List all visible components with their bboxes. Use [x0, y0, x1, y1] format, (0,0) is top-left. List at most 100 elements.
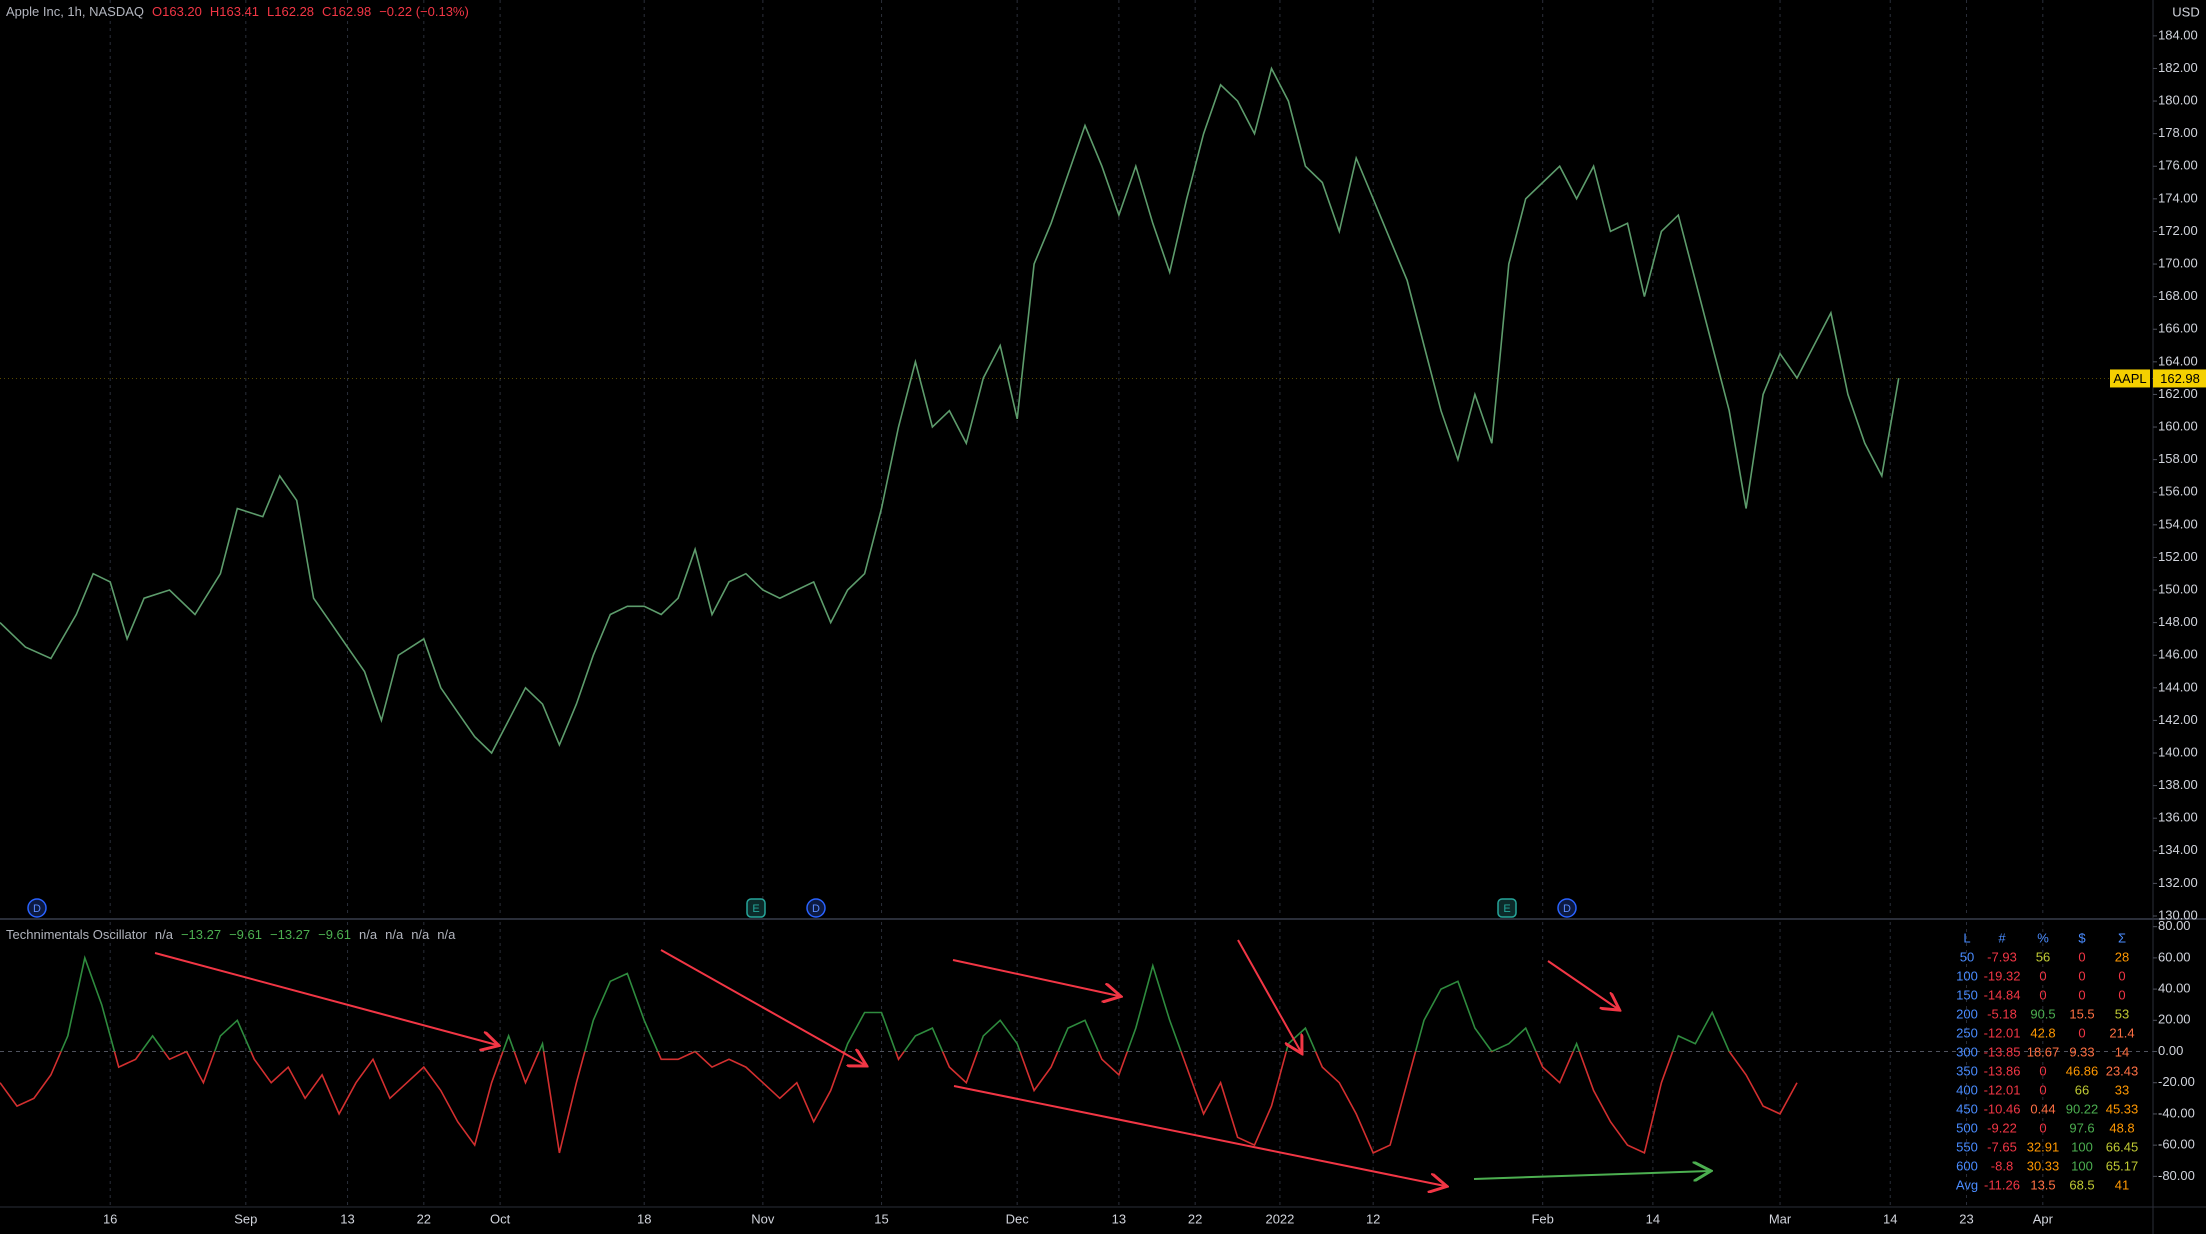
event-label: D: [1563, 903, 1571, 915]
x-tick-label: 22: [1188, 1211, 1202, 1226]
osc-value: −9.61: [229, 927, 262, 942]
table-cell: 33: [2115, 1082, 2129, 1097]
table-cell: 600: [1956, 1158, 1978, 1173]
symbol-label: AAPL: [2113, 371, 2146, 386]
y-tick-label: 134.00: [2158, 842, 2198, 857]
earnings-marker[interactable]: [746, 898, 766, 918]
table-cell: 45.33: [2106, 1101, 2139, 1116]
x-tick-label: Apr: [2033, 1211, 2054, 1226]
earnings-marker[interactable]: [1497, 898, 1517, 918]
table-cell: 400: [1956, 1082, 1978, 1097]
y-tick-label: 184.00: [2158, 27, 2198, 42]
x-tick-label: 14: [1646, 1211, 1660, 1226]
y-tick-label: -40.00: [2158, 1105, 2195, 1120]
y-tick-label: 146.00: [2158, 647, 2198, 662]
table-cell: 97.6: [2069, 1120, 2094, 1135]
table-cell: 550: [1956, 1139, 1978, 1154]
y-tick-label: 182.00: [2158, 60, 2198, 75]
table-cell: 0: [2078, 968, 2085, 983]
table-cell: -12.01: [1984, 1025, 2021, 1040]
price-line: [0, 66, 1900, 755]
event-label: E: [1503, 903, 1510, 915]
x-tick-label: Sep: [234, 1211, 257, 1226]
x-tick-label: 14: [1883, 1211, 1897, 1226]
x-tick-label: 22: [417, 1211, 431, 1226]
symbol-title: Apple Inc, 1h, NASDAQ: [6, 4, 144, 19]
table-cell: 0: [2039, 1120, 2046, 1135]
table-cell: 48.8: [2109, 1120, 2134, 1135]
dividend-marker[interactable]: [27, 898, 47, 918]
osc-value: −13.27: [181, 927, 221, 942]
table-cell: -10.46: [1984, 1101, 2021, 1116]
y-tick-label: 138.00: [2158, 777, 2198, 792]
table-cell: 200: [1956, 1006, 1978, 1021]
quote: L162.28: [267, 4, 314, 19]
table-cell: -13.85: [1984, 1044, 2021, 1059]
header: Apple Inc, 1h, NASDAQ O163.20 H163.41 L162.…: [6, 4, 469, 19]
trend-arrow: [660, 949, 865, 1065]
y-tick-label: 180.00: [2158, 92, 2198, 107]
table-cell: -9.22: [1987, 1120, 2017, 1135]
x-tick-label: Nov: [751, 1211, 775, 1226]
table-cell: 500: [1956, 1120, 1978, 1135]
table-header: #: [1998, 930, 2006, 945]
table-cell: -13.86: [1984, 1063, 2021, 1078]
table-cell: 68.5: [2069, 1177, 2094, 1192]
osc-value: n/a: [155, 927, 174, 942]
table-cell: 56: [2036, 949, 2050, 964]
table-cell: 23.43: [2106, 1063, 2139, 1078]
table-header: $: [2078, 930, 2086, 945]
y-tick-label: 136.00: [2158, 810, 2198, 825]
event-label: D: [812, 903, 820, 915]
y-tick-label: -80.00: [2158, 1168, 2195, 1183]
y-tick-label: 142.00: [2158, 712, 2198, 727]
y-tick-label: 166.00: [2158, 321, 2198, 336]
osc-value: n/a: [411, 927, 430, 942]
table-cell: -19.32: [1984, 968, 2021, 983]
table-cell: 9.33: [2069, 1044, 2094, 1059]
osc-value: n/a: [359, 927, 378, 942]
y-tick-label: 130.00: [2158, 907, 2198, 922]
table-cell: 90.5: [2030, 1006, 2055, 1021]
table-cell: 0: [2039, 987, 2046, 1002]
y-tick-label: 40.00: [2158, 981, 2191, 996]
grid: [0, 0, 2153, 1206]
y-tick-label: 132.00: [2158, 875, 2198, 890]
symbol-tag: [2110, 369, 2150, 388]
table-cell: 90.22: [2066, 1101, 2099, 1116]
x-tick-label: Dec: [1006, 1211, 1030, 1226]
osc-legend: Technimentals Oscillator n/a −13.27 −9.61 −1…: [6, 927, 456, 942]
table-cell: 15.5: [2069, 1006, 2094, 1021]
x-tick-label: Oct: [490, 1211, 511, 1226]
last-price-tag: [2153, 369, 2206, 388]
table-cell: 28: [2115, 949, 2129, 964]
table-cell: 18.67: [2027, 1044, 2060, 1059]
y-tick-label: 174.00: [2158, 190, 2198, 205]
table-cell: 100: [2071, 1139, 2093, 1154]
table-cell: -8.8: [1991, 1158, 2013, 1173]
table-cell: -12.01: [1984, 1082, 2021, 1097]
y-tick-label: 162.00: [2158, 386, 2198, 401]
table-cell: 300: [1956, 1044, 1978, 1059]
table-header: L: [1963, 930, 1970, 945]
y-tick-label: 152.00: [2158, 549, 2198, 564]
y-tick-label: 80.00: [2158, 918, 2191, 933]
table-cell: 0: [2039, 1082, 2046, 1097]
x-tick-label: 13: [340, 1211, 354, 1226]
dividend-marker[interactable]: [1557, 898, 1577, 918]
trend-arrow: [952, 959, 1119, 996]
axes: 16 Sep 13 22 Oct 18 Nov 15 Dec 13 22 2022 12 Feb 14 Mar…: [103, 27, 2206, 1226]
trend-arrow: [953, 1085, 1445, 1186]
x-tick-label: 16: [103, 1211, 117, 1226]
table-cell: 0.44: [2030, 1101, 2055, 1116]
x-tick-label: 23: [1959, 1211, 1973, 1226]
table-cell: 250: [1956, 1025, 1978, 1040]
y-tick-label: 160.00: [2158, 418, 2198, 433]
table-cell: 14: [2115, 1044, 2129, 1059]
oscillator-line: [0, 955, 1798, 1155]
last-price-label: 162.98: [2160, 371, 2200, 386]
table-cell: 50: [1960, 949, 1974, 964]
x-tick-label: 18: [637, 1211, 651, 1226]
dividend-marker[interactable]: [806, 898, 826, 918]
